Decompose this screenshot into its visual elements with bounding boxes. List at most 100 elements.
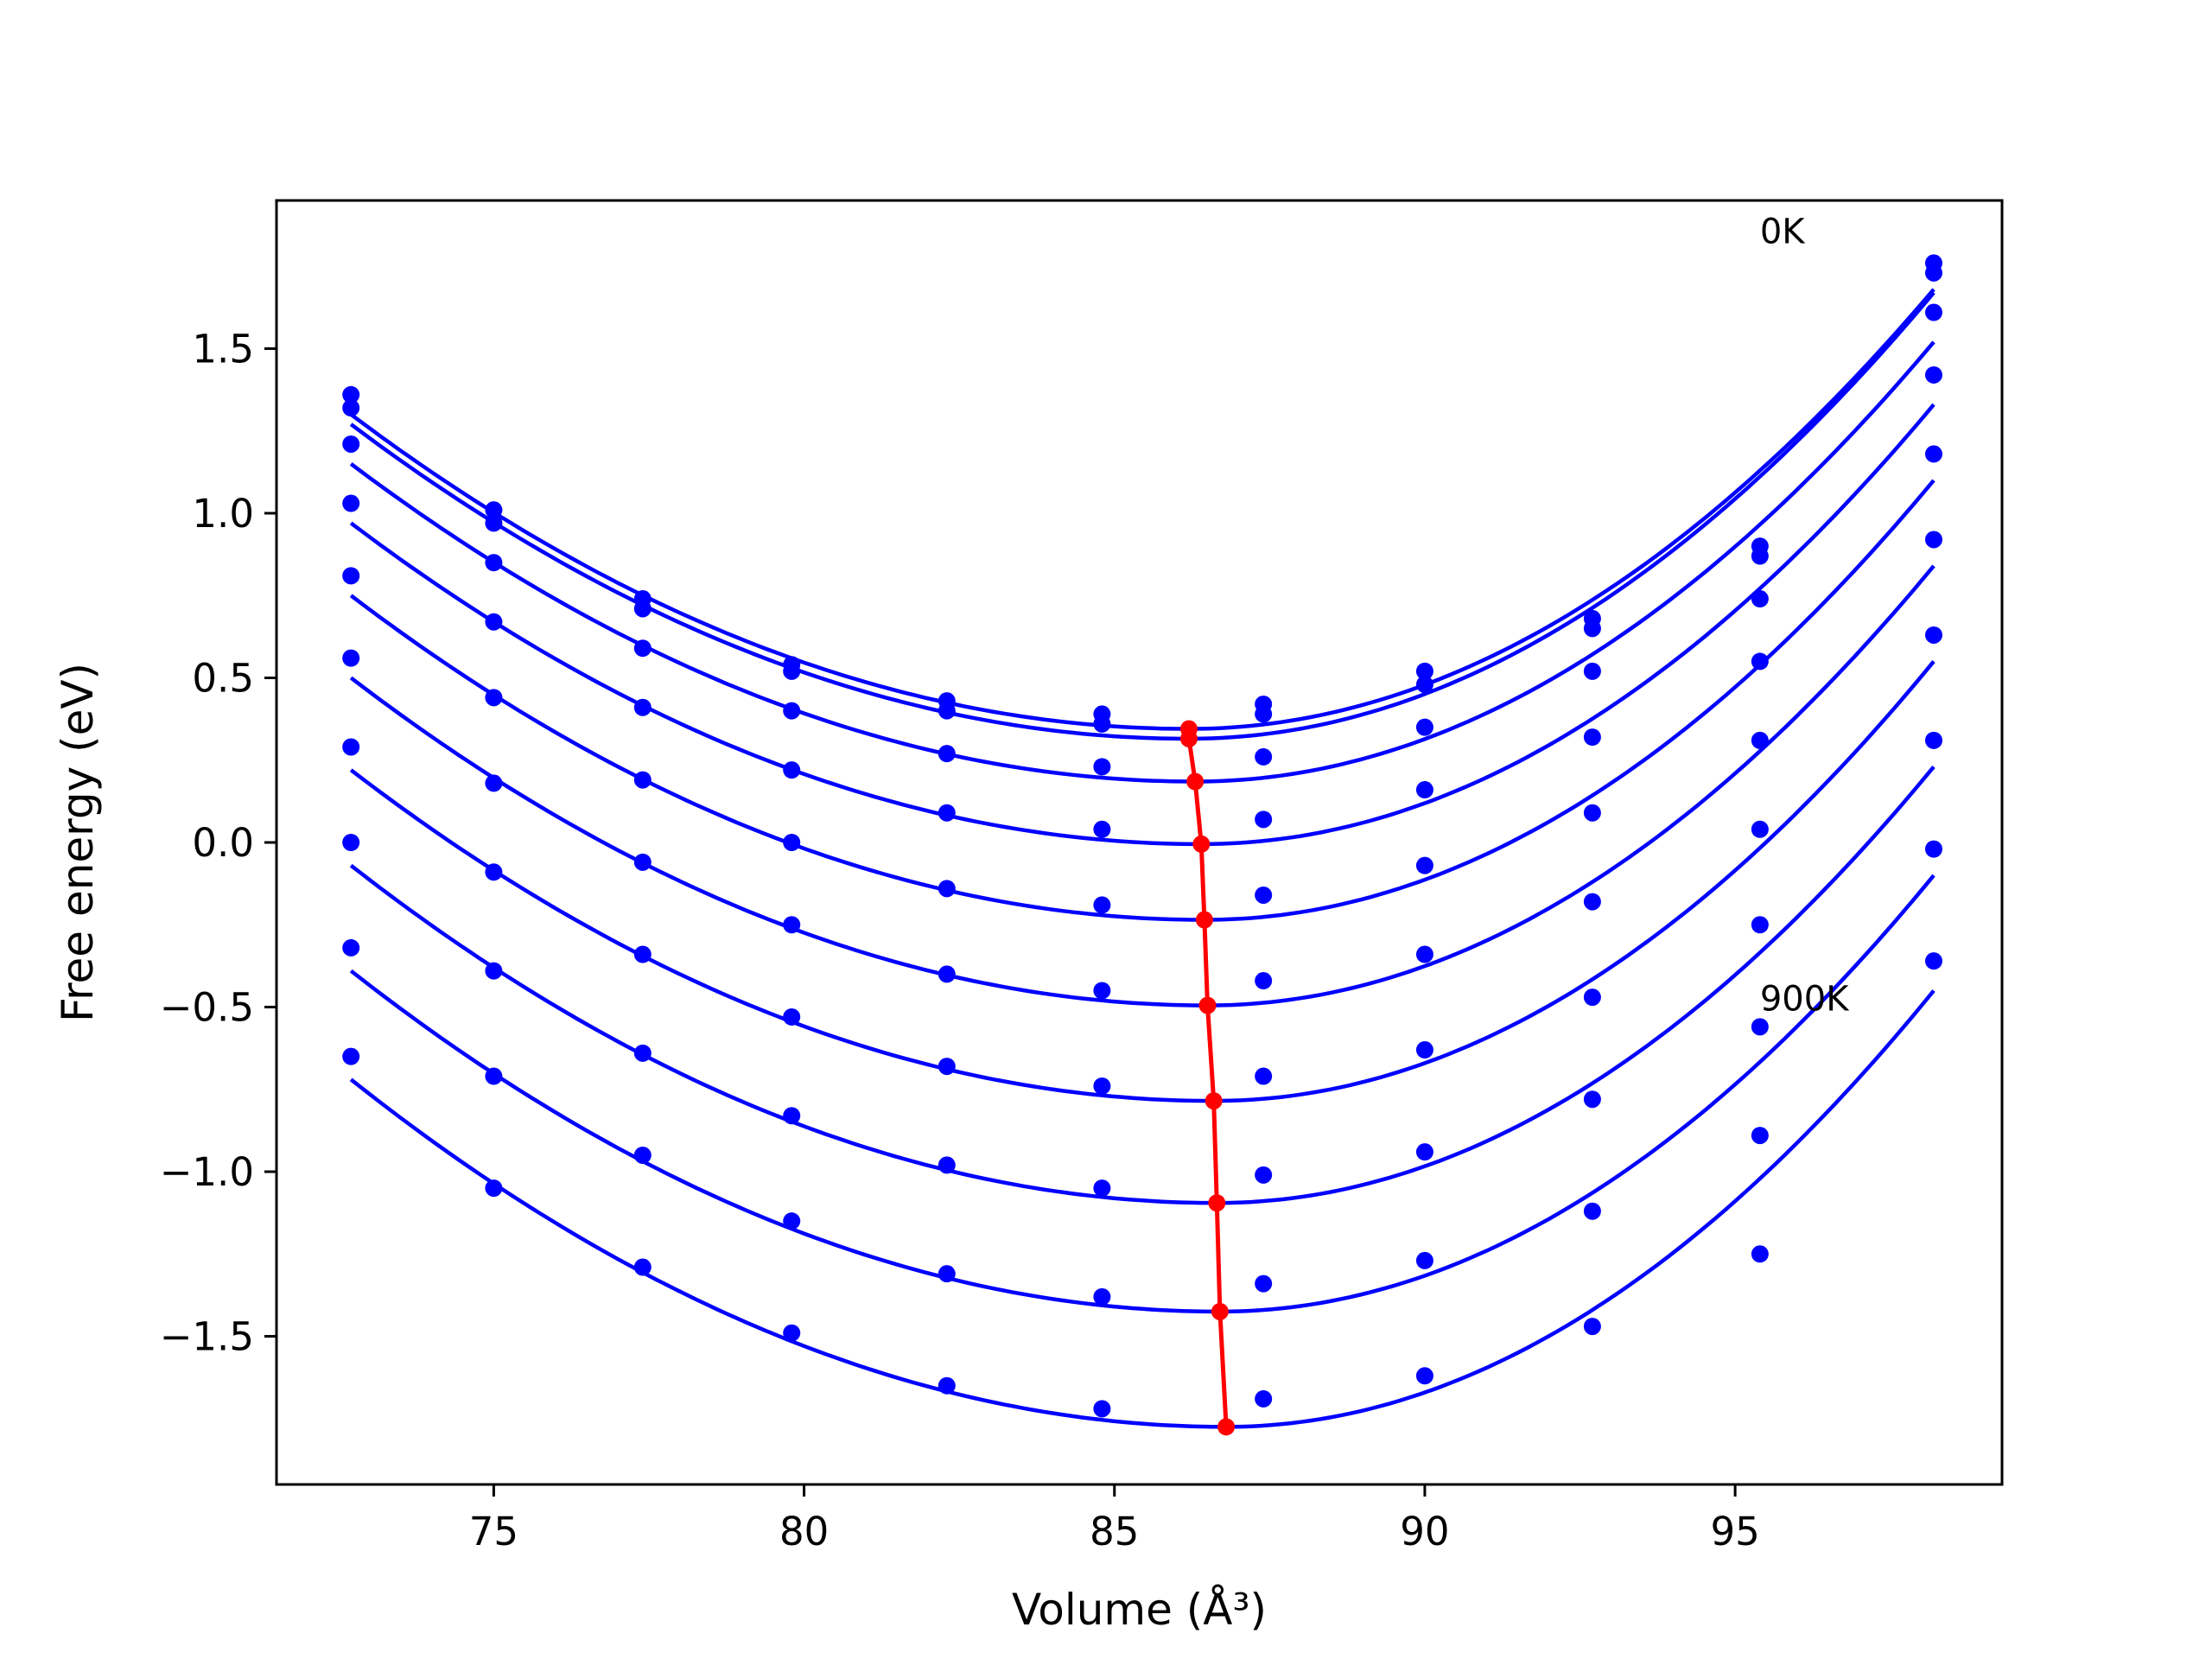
data-point [342,494,360,512]
fit-curve [349,288,1936,731]
data-point [1924,626,1942,644]
fit-curve [349,291,1936,741]
data-point [783,761,801,779]
data-point [1415,1143,1433,1161]
fit-curve [349,340,1936,784]
minimum-point [1205,1092,1223,1110]
data-point [783,702,801,720]
data-point [1415,1251,1433,1269]
data-point [485,774,503,792]
minima-line [1186,728,1229,1427]
data-point [633,945,652,963]
x-axis-ticks: 75 80 85 90 95 [469,1484,1760,1554]
data-point [1583,662,1601,680]
fit-curve [349,659,1936,1103]
data-point [1583,1202,1601,1220]
data-point [1924,952,1942,970]
data-point [633,600,652,618]
data-point [1924,365,1942,384]
data-point [1924,840,1942,858]
annotation-0k: 0K [1760,213,1806,252]
data-point [633,853,652,871]
data-point [1255,1389,1273,1408]
data-point [1751,590,1769,608]
data-point [342,738,360,756]
fit-curve [349,874,1936,1314]
data-point [1415,1041,1433,1059]
x-tick-label: 75 [469,1509,518,1554]
minimum-point [1211,1302,1229,1320]
data-point [1583,620,1601,638]
data-point [938,1058,956,1076]
minimum-point [1179,729,1198,747]
data-point [1415,718,1433,736]
data-point [1924,531,1942,549]
data-point [1583,988,1601,1007]
data-point [1751,1018,1769,1036]
data-point [1583,1318,1601,1336]
minimum-point [1217,1418,1236,1436]
data-point [342,938,360,957]
data-point [1583,893,1601,911]
x-tick-label: 80 [779,1509,829,1554]
data-point [1415,1367,1433,1385]
data-point [783,1007,801,1026]
x-tick-label: 90 [1400,1509,1449,1554]
data-point [1415,662,1433,680]
minima-path [1179,720,1236,1436]
y-tick-label: 0.0 [192,820,254,866]
data-point [342,649,360,667]
data-point [1093,715,1111,733]
data-point [633,1044,652,1062]
data-point [1093,820,1111,838]
data-point [938,745,956,763]
minimum-point [1195,911,1213,929]
data-point [938,1156,956,1174]
data-point [485,962,503,980]
data-point [1255,972,1273,990]
data-point [1924,264,1942,282]
data-point [1093,1077,1111,1095]
data-point [342,567,360,585]
data-point [1255,886,1273,904]
data-point [342,399,360,417]
data-point [1583,1090,1601,1109]
data-point [938,702,956,720]
data-point [633,639,652,658]
data-point [1924,731,1942,749]
minimum-point [1186,772,1205,791]
data-point [1255,705,1273,723]
y-tick-label: 1.5 [192,326,254,372]
data-point [1751,547,1769,565]
fit-curve [349,765,1936,1205]
data-point [485,1067,503,1085]
fit-curve [349,403,1936,847]
x-tick-label: 95 [1710,1509,1759,1554]
data-point [1255,1166,1273,1184]
data-point [938,1265,956,1283]
data-point [1093,1400,1111,1418]
data-point [1751,652,1769,671]
data-point [485,501,503,519]
data-point [938,965,956,983]
y-tick-label: 0.5 [192,655,254,701]
data-point [1583,728,1601,747]
data-point [1751,916,1769,934]
data-point [633,771,652,789]
data-point [938,804,956,822]
data-point [1093,982,1111,1000]
fit-curves [349,288,1936,1429]
data-point [1255,1067,1273,1085]
data-point [783,1324,801,1342]
data-point [485,689,503,707]
x-axis-label: Volume (Å³) [1012,1585,1267,1635]
data-point [1415,945,1433,963]
minimum-point [1208,1194,1226,1212]
data-point [342,385,360,404]
data-points [342,254,1942,1418]
y-axis-ticks: −1.5 −1.0 −0.5 0.0 0.5 1.0 1.5 [160,326,276,1360]
data-point [1255,1274,1273,1293]
fit-curve [349,989,1936,1429]
data-point [783,916,801,934]
data-point [1751,1127,1769,1145]
